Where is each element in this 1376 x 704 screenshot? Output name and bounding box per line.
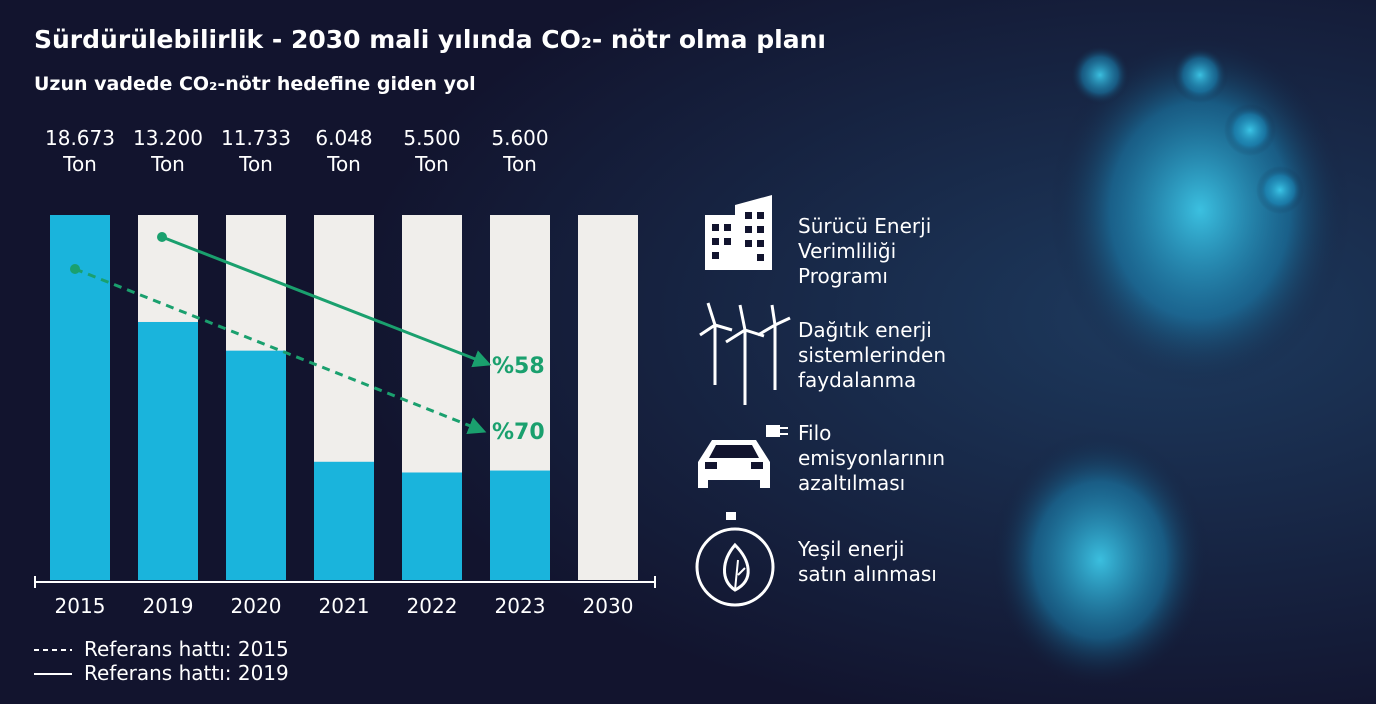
value-unit: Ton [326, 152, 361, 176]
x-tick-label: 2022 [407, 594, 458, 618]
measure-label: Yeşil enerji [797, 537, 904, 561]
measure-label: sistemlerinden [798, 343, 946, 367]
annotation: %58 [492, 354, 545, 379]
measure-icons [695, 195, 791, 607]
chart-title: Sürdürülebilirlik - 2030 mali yılında CO… [34, 25, 826, 54]
bar [138, 321, 198, 580]
reference-line-2019 [161, 235, 492, 368]
value-label: 5.500 [403, 126, 460, 150]
x-tick-label: 2030 [583, 594, 634, 618]
value-unit: Ton [62, 152, 97, 176]
reference-point [157, 232, 167, 242]
value-label: 6.048 [315, 126, 372, 150]
value-unit: Ton [502, 152, 537, 176]
value-unit: Ton [414, 152, 449, 176]
bar [314, 461, 374, 580]
legend-label: Referans hattı: 2015 [84, 637, 289, 661]
value-label: 18.673 [45, 126, 115, 150]
value-unit: Ton [238, 152, 273, 176]
x-tick-label: 2019 [143, 594, 194, 618]
value-label: 11.733 [221, 126, 291, 150]
measure-label: Programı [798, 264, 888, 288]
measure-label: Sürücü Enerji [798, 214, 931, 238]
x-tick-label: 2020 [231, 594, 282, 618]
measure-label: Verimliliği [798, 239, 896, 263]
value-label: 5.600 [491, 126, 548, 150]
footprint-art [990, 30, 1350, 690]
value-unit: Ton [150, 152, 185, 176]
bar [402, 472, 462, 580]
measure-label: faydalanma [798, 368, 916, 392]
x-tick-label: 2021 [319, 594, 370, 618]
chart-subtitle: Uzun vadede CO₂-nötr hedefine giden yol [34, 73, 476, 95]
value-label: 13.200 [133, 126, 203, 150]
bar [226, 350, 286, 580]
legend-label: Referans hattı: 2019 [84, 661, 289, 685]
reference-line-2015 [74, 267, 487, 435]
annotation: %70 [492, 420, 545, 445]
measure-label: azaltılması [798, 471, 905, 495]
bar [50, 215, 110, 580]
measure-label: emisyonlarının [798, 446, 945, 470]
bar-background [578, 215, 638, 580]
bar [490, 470, 550, 580]
measure-label: Filo [798, 421, 831, 445]
reference-point [70, 264, 80, 274]
x-tick-label: 2023 [495, 594, 546, 618]
measure-label: Dağıtık enerji [798, 318, 932, 342]
measure-label: satın alınması [798, 562, 937, 586]
x-tick-label: 2015 [55, 594, 106, 618]
